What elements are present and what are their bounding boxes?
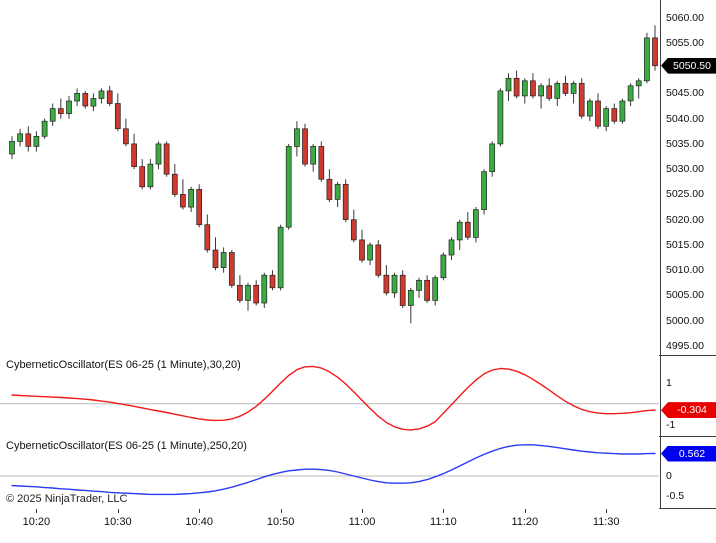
price-axis-label: 4995.00 xyxy=(666,339,704,352)
price-panel: 5050.50 5060.005055.005050.005045.005040… xyxy=(0,0,716,356)
price-axis[interactable]: 5050.50 5060.005055.005050.005045.005040… xyxy=(660,0,716,355)
time-axis-tick xyxy=(36,509,38,513)
indicator-label-1: CyberneticOscillator(ES 06-25 (1 Minute)… xyxy=(6,359,241,371)
oscillator-plot-1[interactable] xyxy=(0,356,659,437)
oscillator-panel-1: CyberneticOscillator(ES 06-25 (1 Minute)… xyxy=(0,356,716,437)
time-axis-label: 11:20 xyxy=(511,516,539,528)
oscillator-axis-2[interactable]: 0.562 0 -0.5 xyxy=(660,437,716,508)
time-axis-tick xyxy=(117,509,119,513)
time-axis-label: 11:30 xyxy=(592,516,620,528)
price-axis-label: 5000.00 xyxy=(666,314,704,327)
price-axis-label: 5020.00 xyxy=(666,213,704,226)
time-axis-tick xyxy=(524,509,526,513)
oscillator-axis-label: -1 xyxy=(666,418,676,431)
copyright-label: © 2025 NinjaTrader, LLC xyxy=(6,493,128,505)
price-axis-label: 5010.00 xyxy=(666,264,704,277)
oscillator-axis-1[interactable]: -0.304 1 -1 xyxy=(660,356,716,436)
price-axis-label: 5040.00 xyxy=(666,112,704,125)
price-axis-label: 5030.00 xyxy=(666,163,704,176)
oscillator-plot-2[interactable] xyxy=(0,437,659,509)
time-axis-tick xyxy=(606,509,608,513)
time-axis-tick xyxy=(443,509,445,513)
time-axis[interactable]: 10:20 10:30 10:40 10:50 11:00 11:10 11:20 11:30 xyxy=(0,509,716,540)
time-axis-label: 10:40 xyxy=(185,516,213,528)
last-price-badge: 5050.50 xyxy=(661,57,716,74)
time-axis-tick xyxy=(199,509,201,513)
time-axis-label: 10:50 xyxy=(266,516,295,528)
time-axis-label: 10:30 xyxy=(104,516,132,528)
oscillator-axis-label: 0 xyxy=(666,470,672,482)
oscillator-axis-label: -0.5 xyxy=(666,490,685,502)
indicator-label-2: CyberneticOscillator(ES 06-25 (1 Minute)… xyxy=(6,440,247,452)
time-axis-tick xyxy=(280,509,282,513)
oscillator-axis-label: 1 xyxy=(666,377,672,389)
price-axis-label: 5060.00 xyxy=(666,11,704,24)
time-axis-label: 10:20 xyxy=(22,516,51,528)
price-axis-label: 5045.00 xyxy=(666,87,704,100)
oscillator-panel-2: CyberneticOscillator(ES 06-25 (1 Minute)… xyxy=(0,437,716,509)
price-axis-label: 5055.00 xyxy=(666,36,704,49)
candlestick-plot[interactable] xyxy=(0,0,659,356)
price-axis-label: 5035.00 xyxy=(666,137,704,150)
price-axis-label: 5015.00 xyxy=(666,238,704,251)
time-axis-label: 11:00 xyxy=(348,516,376,528)
oscillator-value-badge-2: 0.562 xyxy=(661,445,716,462)
oscillator-value-badge-1: -0.304 xyxy=(661,402,716,419)
time-axis-tick xyxy=(362,509,363,513)
price-axis-label: 5005.00 xyxy=(666,289,704,302)
price-axis-label: 5025.00 xyxy=(666,188,704,201)
time-axis-label: 11:10 xyxy=(430,516,457,528)
